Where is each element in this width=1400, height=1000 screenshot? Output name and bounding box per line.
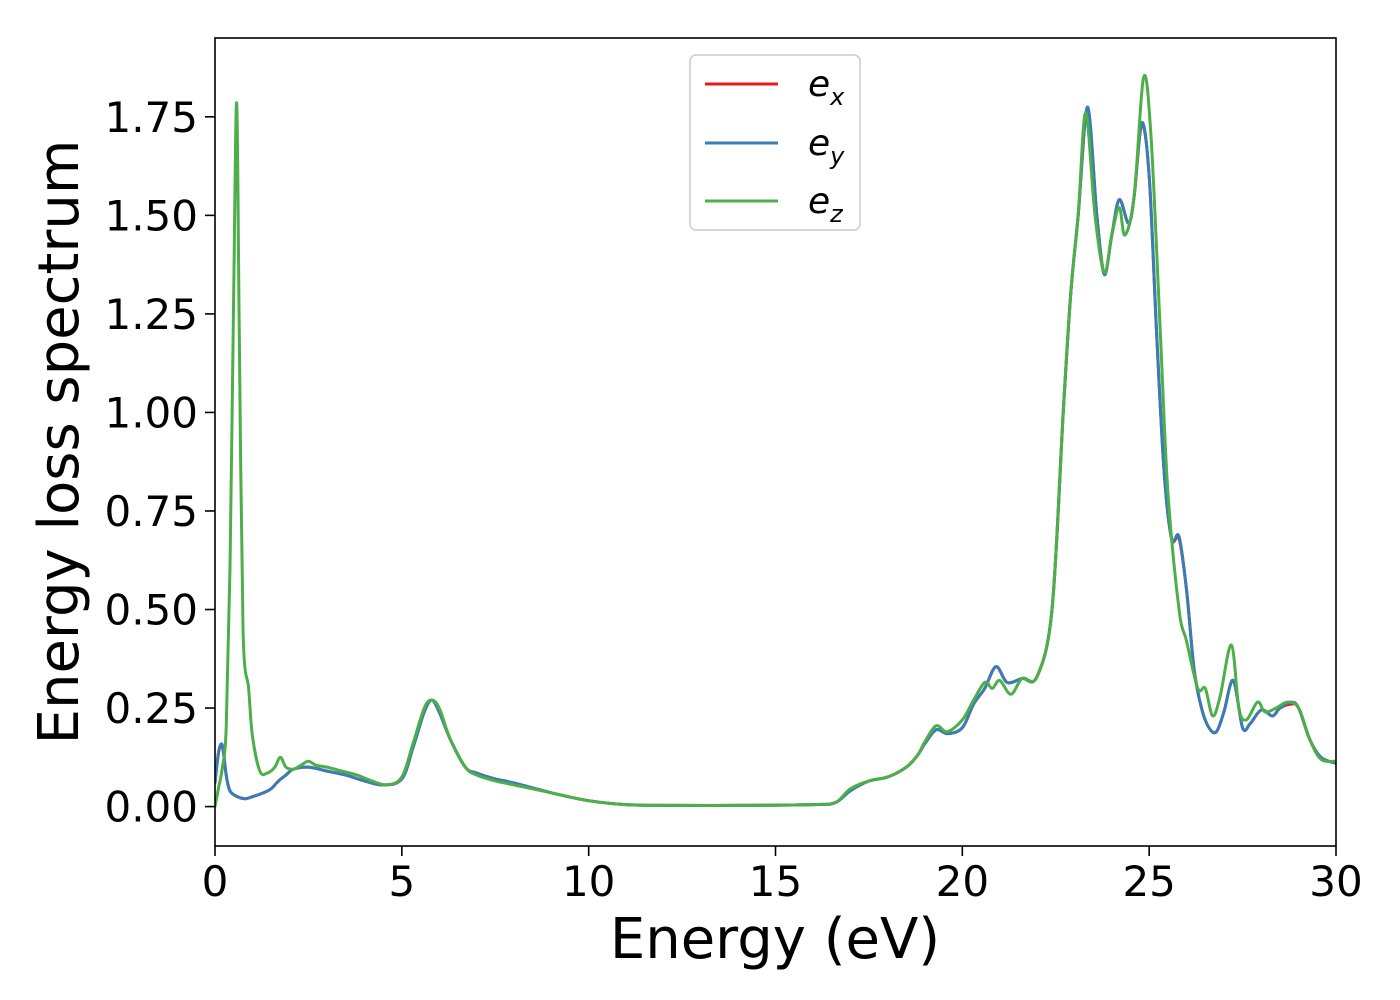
legend-entries: ex ey ez	[705, 64, 845, 228]
y-axis-ticks: 0.00 0.25 0.50 0.75 1.00 1.25 1.50 1.75	[104, 93, 215, 832]
legend-label-ex: ex	[808, 64, 845, 111]
legend: ex ey ez	[689, 54, 861, 231]
x-tick-label: 30	[1309, 857, 1362, 906]
series-layer	[215, 73, 1336, 809]
x-tick-label: 0	[202, 857, 229, 906]
y-tick-label: 1.25	[104, 290, 198, 339]
y-tick-label: 0.25	[104, 684, 198, 733]
y-tick-label: 1.50	[104, 191, 198, 240]
x-tick-label: 25	[1122, 857, 1175, 906]
y-tick-label: 0.75	[104, 487, 198, 536]
legend-label-ez: ez	[808, 181, 844, 228]
series-line-ez	[215, 73, 1336, 809]
y-axis-label: Energy loss spectrum	[27, 140, 92, 745]
x-tick-label: 20	[936, 857, 989, 906]
x-tick-label: 10	[562, 857, 615, 906]
y-tick-label: 0.50	[104, 586, 198, 635]
x-tick-label: 15	[749, 857, 802, 906]
x-axis-ticks: 0 5 10 15 20 25 30	[202, 846, 1363, 906]
series-line-ey	[215, 105, 1336, 807]
y-tick-label: 1.75	[104, 93, 198, 142]
x-tick-label: 5	[388, 857, 415, 906]
x-axis-label: Energy (eV)	[610, 907, 940, 972]
legend-label-ey: ey	[808, 123, 845, 170]
y-tick-label: 1.00	[104, 388, 198, 437]
y-tick-label: 0.00	[104, 783, 198, 832]
